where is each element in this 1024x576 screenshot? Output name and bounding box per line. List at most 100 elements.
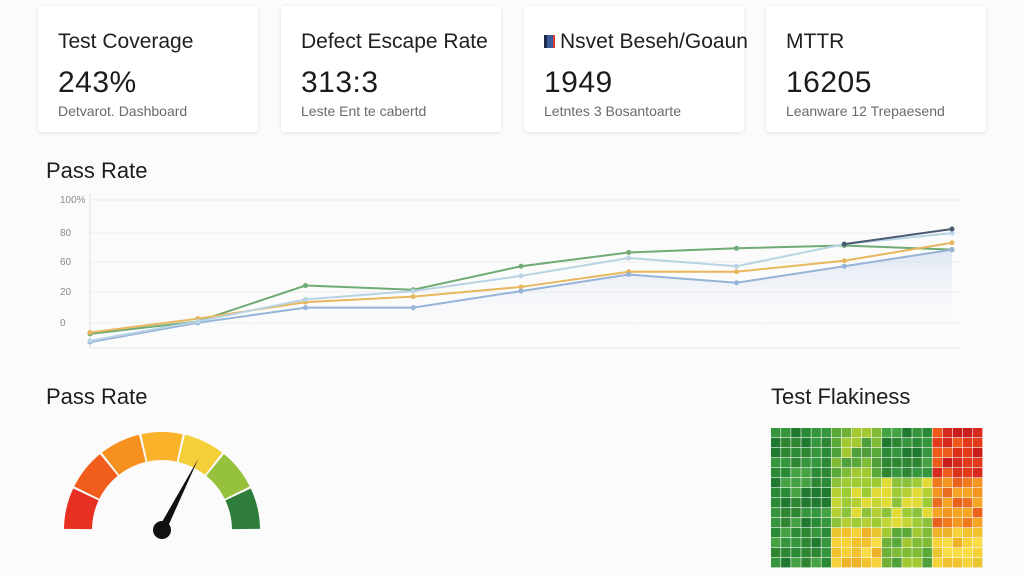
data-point <box>841 258 847 264</box>
heatmap-cell <box>922 558 932 568</box>
heatmap-cell <box>942 558 953 568</box>
heatmap-cell <box>811 498 821 508</box>
heatmap-cell <box>831 498 842 508</box>
heatmap-cell <box>811 478 821 488</box>
heatmap-cell <box>871 518 882 528</box>
heatmap-cell <box>811 448 821 458</box>
heatmap-cell <box>962 538 973 548</box>
card-subtitle: Letntes 3 Bosantoarte <box>544 103 681 119</box>
heatmap-cell <box>932 488 943 498</box>
heatmap-cell <box>942 508 953 518</box>
data-point <box>518 273 524 279</box>
heatmap-cell <box>962 508 973 518</box>
heatmap-cell <box>962 448 973 458</box>
heatmap-cell <box>801 428 811 438</box>
heatmap-cell <box>781 498 791 508</box>
heatmap-cell <box>882 468 892 478</box>
heatmap-cell <box>831 508 842 518</box>
heatmap-cell <box>811 508 821 518</box>
heatmap-cell <box>821 548 831 558</box>
heatmap-cell <box>791 458 801 468</box>
heatmap-cell <box>841 558 852 568</box>
heatmap-cell <box>922 538 932 548</box>
heatmap-cell <box>811 528 821 538</box>
heatmap-cell <box>791 518 801 528</box>
heatmap-cell <box>831 428 842 438</box>
y-tick-label: 20 <box>60 287 72 298</box>
heatmap-cell <box>932 538 943 548</box>
gauge-segment <box>64 488 99 530</box>
heatmap-cell <box>871 448 882 458</box>
data-point <box>518 288 524 294</box>
heatmap-cell <box>952 428 963 438</box>
heatmap-cell <box>892 498 902 508</box>
data-point <box>734 269 739 275</box>
heatmap-cell <box>851 528 862 538</box>
heatmap-cell <box>962 438 973 448</box>
heatmap-cell <box>962 518 973 528</box>
heatmap-cell <box>922 478 932 488</box>
gauge-segment <box>225 488 260 530</box>
heatmap-cell <box>781 458 791 468</box>
heatmap-cell <box>972 468 983 478</box>
card-test-coverage[interactable]: Test Coverage 243% Detvarot. Dashboard <box>38 6 258 132</box>
heatmap-cell <box>841 538 852 548</box>
heatmap-cell <box>811 548 821 558</box>
heatmap-cell <box>841 548 852 558</box>
heatmap-cell <box>942 458 953 468</box>
card-subtitle: Leste Ent te cabertd <box>301 103 427 119</box>
data-point <box>303 296 308 302</box>
heatmap-cell <box>841 528 852 538</box>
heatmap-cell <box>902 428 912 438</box>
gauge-hub <box>153 521 171 539</box>
pass-rate-gauge-title: Pass Rate <box>46 384 148 409</box>
heatmap-cell <box>811 428 821 438</box>
data-point <box>518 263 524 269</box>
heatmap-cell <box>851 548 862 558</box>
heatmap-cell <box>871 558 882 568</box>
heatmap-cell <box>871 428 882 438</box>
heatmap-cell <box>902 548 912 558</box>
heatmap-cell <box>882 458 892 468</box>
data-point <box>518 284 524 290</box>
card-subtitle: Detvarot. Dashboard <box>58 103 188 119</box>
heatmap-cell <box>801 458 811 468</box>
heatmap-cell <box>831 478 842 488</box>
gauge-segment <box>74 454 118 499</box>
card-title: Nsvet Beseh/Goaun <box>560 30 748 53</box>
heatmap-cell <box>861 528 872 538</box>
heatmap-cell <box>821 448 831 458</box>
gauge-needle <box>158 458 199 532</box>
heatmap-cell <box>972 538 983 548</box>
card-mttr[interactable]: MTTR 16205 Leanware 12 Trepaesend <box>766 6 986 132</box>
heatmap-cell <box>962 488 973 498</box>
heatmap-cell <box>922 548 932 558</box>
heatmap-cell <box>871 438 882 448</box>
heatmap-cell <box>912 528 922 538</box>
heatmap-cell <box>922 428 932 438</box>
card-third-metric[interactable]: Nsvet Beseh/Goaun 1949 Letntes 3 Bosanto… <box>524 6 748 132</box>
heatmap-cell <box>932 528 943 538</box>
heatmap-cell <box>821 458 831 468</box>
heatmap-cell <box>821 438 831 448</box>
heatmap-cell <box>771 508 781 518</box>
data-point <box>949 240 955 246</box>
heatmap-cell <box>791 498 801 508</box>
data-point <box>626 249 632 255</box>
heatmap-cell <box>902 488 912 498</box>
heatmap-cell <box>831 528 842 538</box>
card-defect-escape-rate[interactable]: Defect Escape Rate 313:3 Leste Ent te ca… <box>281 6 501 132</box>
heatmap-cell <box>811 518 821 528</box>
heatmap-cell <box>861 508 872 518</box>
y-tick-label: 0 <box>60 318 66 329</box>
heatmap-cell <box>932 498 943 508</box>
heatmap-cell <box>922 518 932 528</box>
heatmap-cell <box>952 468 963 478</box>
card-value: 16205 <box>786 66 872 99</box>
heatmap-cell <box>952 478 963 488</box>
heatmap-cell <box>781 558 791 568</box>
gauge-segment <box>178 434 223 475</box>
heatmap-cell <box>962 458 973 468</box>
heatmap-cell <box>811 468 821 478</box>
heatmap-cell <box>861 468 872 478</box>
